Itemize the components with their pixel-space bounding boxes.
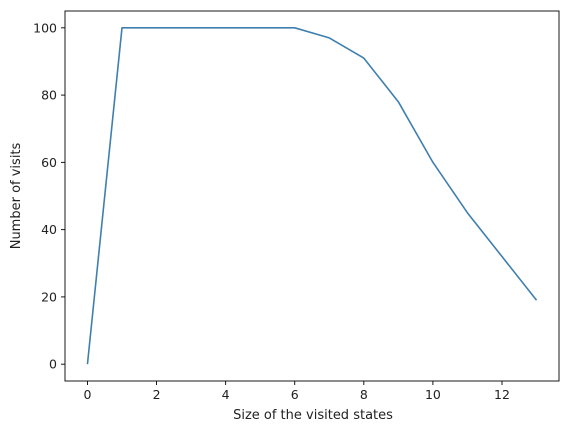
plot-frame xyxy=(64,10,560,382)
x-tick-label: 0 xyxy=(83,387,91,402)
series-line-0 xyxy=(86,27,538,365)
y-tick-label: 80 xyxy=(41,88,57,103)
x-tick-label: 4 xyxy=(222,387,230,402)
y-axis-title: Number of visits xyxy=(9,142,24,249)
x-tick-label: 12 xyxy=(494,387,510,402)
y-tick-label: 40 xyxy=(41,222,57,237)
plot-area: 0 2 4 6 8 10 12 0 20 40 60 80 100 xyxy=(33,10,560,402)
y-tick-label: 100 xyxy=(33,20,57,35)
x-tick-label: 2 xyxy=(153,387,161,402)
x-tick-label: 6 xyxy=(291,387,299,402)
x-tick-label: 8 xyxy=(360,387,368,402)
y-tick-label: 0 xyxy=(49,357,57,372)
x-tick-label: 10 xyxy=(425,387,441,402)
x-axis-title: Size of the visited states xyxy=(233,408,393,423)
y-tick-label: 20 xyxy=(41,289,57,304)
y-tick-label: 60 xyxy=(41,155,57,170)
